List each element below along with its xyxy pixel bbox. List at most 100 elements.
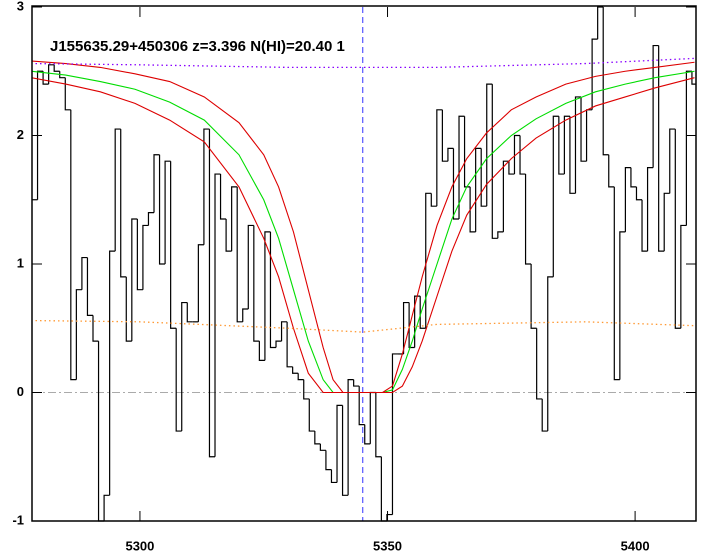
spectrum-step [158,154,166,265]
spectrum-step [48,64,55,85]
spectrum-step [574,96,582,194]
spectrum-step [624,167,631,232]
spectrum-step [36,70,44,200]
spectrum-step [214,173,221,457]
spectrum-step [236,186,243,323]
spectrum-step [264,231,271,361]
spectrum-step [469,186,476,233]
spectrum-step [231,186,238,252]
spectrum-step [480,148,487,207]
spectrum-step [186,302,193,323]
spectrum-step [391,353,399,515]
spectrum-step [375,392,382,458]
spectrum-step [286,321,293,368]
spectrum-step [59,71,66,79]
spectrum-step [447,147,454,162]
spectrum-step [297,373,304,381]
spectrum-step [524,174,532,265]
spectrum-step [242,308,249,322]
spectrum-step [75,289,82,380]
spectrum-step [414,295,421,348]
spectrum-step [42,71,49,85]
y-tick-label: 1 [17,255,24,270]
spectrum-step [336,404,343,483]
spectrum-step [164,160,171,264]
spectrum-step [674,129,681,329]
y-tick-label: 0 [17,384,24,399]
spectrum-step [641,199,648,252]
spectrum-step [635,186,643,201]
spectrum-step [247,224,254,309]
plot-area [32,6,696,522]
spectrum-step [452,148,460,220]
chart-title: J155635.29+450306 z=3.396 N(HI)=20.40 1 [50,38,345,55]
spectrum-step [53,64,60,72]
spectrum-step [619,231,626,380]
spectrum-step [491,84,498,239]
spectrum-step [613,186,620,381]
spectrum-step [680,224,687,329]
spectrum-step [458,115,465,220]
spectrum-step [114,128,121,252]
spectrum-step [358,386,365,426]
spectrum-step [486,83,493,207]
spectrum-step [508,161,515,175]
spectrum-step [547,276,554,432]
spectrum-step [663,192,670,252]
spectrum-step [147,212,155,226]
y-tick-label: 3 [17,0,24,13]
fit-curve [32,77,695,394]
spectrum-step [364,424,371,445]
y-tick-label: -1 [12,512,24,527]
spectrum-step [580,96,587,162]
spectrum-step [425,192,432,329]
spectrum-step [292,366,299,374]
spectrum-step [70,109,77,381]
spectrum-step [630,167,637,188]
x-tick-label: 5300 [125,538,154,553]
spectrum-step [536,328,543,400]
spectrum-step [597,6,604,40]
x-tick-label: 5400 [621,538,650,553]
spectrum-step [502,160,509,232]
spectrum-step [436,109,443,207]
spectrum-step [142,224,149,290]
spectrum-step [125,276,132,342]
spectrum-step [441,109,448,162]
spectrum-step [330,469,338,484]
spectrum-step [103,494,110,521]
spectrum-step [602,7,609,156]
spectrum-step [341,405,349,496]
spectrum-step [552,115,559,277]
spectrum-step [669,128,676,194]
spectrum-step [175,328,182,432]
spectrum-step [475,147,482,232]
spectrum-step [563,115,570,175]
spectrum-step [430,193,437,207]
spectrum-step [153,154,160,213]
spectrum-step [275,340,282,348]
spectrum-step [419,296,426,329]
spectrum-step [86,257,94,316]
spectrum-step [92,315,99,342]
spectrum-step [463,116,471,188]
spectrum-step [64,77,71,111]
spectrum-step [81,256,88,290]
spectrum-step [203,128,210,245]
spectrum-step [253,225,260,342]
spectrum-step [646,167,654,252]
spectrum-step [280,321,288,342]
spectrum-step [685,70,692,226]
y-tick-label: 2 [17,127,24,142]
spectrum-step [136,219,143,291]
spectrum-step [402,301,410,354]
spectrum-step [608,154,615,188]
spectrum-step [569,116,576,194]
spectrum-step [269,231,277,349]
spectrum-step [513,134,521,175]
spectrum-step [530,264,537,329]
dotted-curve [32,319,695,333]
